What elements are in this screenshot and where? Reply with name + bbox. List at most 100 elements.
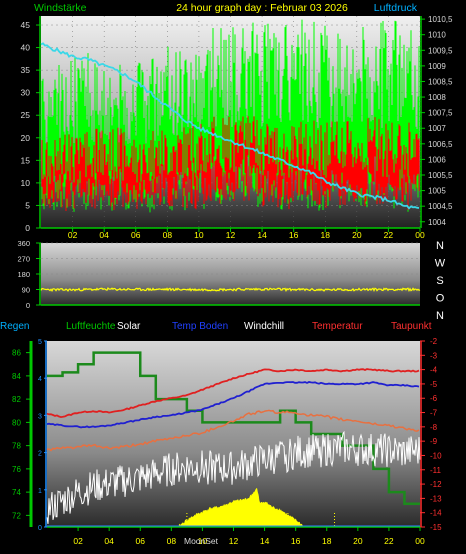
panel1-x-tick-label: 18 [321,230,331,240]
panel2-left-tick-label: 90 [22,286,30,295]
panel3-rain-tick-label: 3 [38,413,42,420]
panel3-x-tick-label: 12 [229,536,239,546]
panel3-left-tick-label: 74 [12,488,21,497]
panel3-right-tick-label: -7 [430,409,438,418]
pressure-line [40,42,420,210]
panel1-x-tick-label: 02 [68,230,78,240]
panel3-x-tick-label: 02 [73,536,83,546]
panel3-left-tick-label: 76 [12,465,21,474]
panel1-x-tick-label: 20 [352,230,362,240]
panel1-left-tick-label: 30 [21,88,31,98]
panel3-right-tick-label: -8 [430,423,438,432]
panel1-x-tick-label: 12 [226,230,236,240]
panel1-right-tick-label: 1009,5 [428,46,453,55]
panel1-left-tick-label: 15 [21,155,31,165]
panel3-left-tick-label: 82 [12,395,21,404]
panel3-x-tick-label: 18 [322,536,332,546]
legend-item: Temp Boden [172,321,228,332]
panel3-right-tick-label: -14 [430,509,442,518]
panel1-right-tick-label: 1004,5 [428,202,453,211]
panel2-left-axis: 360 270 180 90 0 [17,239,420,310]
temperatur-line [46,368,420,419]
legend-item: Solar [117,321,141,332]
temperature-humidity-series [46,351,421,528]
panel3-left-tick-label: 78 [12,442,21,451]
panel3-right-tick-label: -11 [430,466,442,475]
panel1-x-tick-label: 16 [289,230,299,240]
panel1-right-tick-label: 1009 [428,62,446,71]
panel3-right-tick-label: -9 [430,437,438,446]
panel3-left-tick-label: 86 [12,349,21,358]
panel1-x-tick-label: 00 [415,230,425,240]
panel3-legend: Regen Luftfeuchte Solar Temp Boden Windchill… [0,321,432,332]
panel3-left-tick-label: 84 [12,372,21,381]
pressure-series [40,42,420,210]
panel3-rain-tick-label: 4 [38,376,42,383]
panel3-x-tick-label: 04 [104,536,114,546]
compass-label: O [436,293,445,305]
panel1-x-axis: 02 04 06 08 10 12 14 16 18 20 22 00 [41,227,425,240]
panel1-x-tick-label: 06 [131,230,141,240]
panel3-rain-axis: 5 4 3 2 1 0 [38,339,47,532]
legend-item: Luftfeuchte [66,321,116,332]
panel1-right-tick-label: 1007 [428,124,446,133]
panel2-left-tick-label: 0 [26,301,30,310]
panel3-x-tick-label: 16 [291,536,301,546]
panel1-left-tick-label: 45 [21,20,31,30]
panel3-right-tick-label: -5 [430,380,438,389]
panel1-x-tick-label: 22 [384,230,394,240]
panel1-x-tick-label: 14 [257,230,267,240]
panel3-right-tick-label: -13 [430,494,442,503]
panel1-x-tick-label: 08 [163,230,173,240]
panel1-left-tick-label: 5 [25,200,30,210]
panel1-left-axis: 45 40 35 30 25 20 15 10 5 0 [21,16,41,233]
legend-item: Taupunkt [391,321,432,332]
panel1-right-tick-label: 1005,5 [428,171,453,180]
legend-item: Windchill [244,321,284,332]
panel3-rain-tick-label: 0 [38,525,42,532]
solar-area [178,487,305,528]
panel3-right-tick-label: -6 [430,394,438,403]
header-title: 24 hour graph day : Februar 03 2026 [176,2,348,14]
panel1-right-tick-label: 1006,5 [428,140,453,149]
panel1-x-tick-label: 04 [99,230,109,240]
panel3-x-tick-label: 08 [167,536,177,546]
panel1-right-tick-label: 1004 [428,218,446,227]
panel2-left-tick-label: 180 [17,270,30,279]
moonset-label: MoonSet [184,536,219,546]
panel1-left-tick-label: 25 [21,110,31,120]
panel2-left-tick-label: 270 [17,255,30,264]
panel1-left-tick-label: 0 [25,223,30,233]
temp-boden-line [46,381,420,429]
panel3-left-axis: 86 84 82 80 78 76 74 72 [12,341,33,527]
panel1-right-tick-label: 1007,5 [428,109,453,118]
legend-item: Temperatur [312,321,363,332]
compass-label: N [436,240,444,252]
wind-direction-series [40,286,421,293]
panel1-left-tick-label: 10 [21,178,31,188]
panel1-right-tick-label: 1010 [428,31,446,40]
panel3-x-tick-label: 20 [353,536,363,546]
wind-series [41,19,420,213]
compass-label: N [436,310,444,322]
panel3-x-tick-label: 14 [260,536,270,546]
header-left-label: Windstärke [34,2,87,14]
panel1-left-tick-label: 35 [21,65,31,75]
taupunkt-line [46,409,420,452]
panel3-left-tick-label: 72 [12,511,21,520]
panel2-left-tick-label: 360 [17,239,30,248]
panel1-x-tick-label: 10 [194,230,204,240]
panel3-right-tick-label: -2 [430,337,438,346]
panel3-right-tick-label: -15 [430,523,442,532]
panel3-plot-area [47,341,420,527]
panel1-right-tick-label: 1006 [428,155,446,164]
panel-temperature-humidity: Regen Luftfeuchte Solar Temp Boden Windchill… [0,321,442,546]
panel3-right-axis: -2 -3 -4 -5 -6 -7 -8 -9 -10 -11 -12 -13 -14 -15 [420,337,442,532]
panel1-left-tick-label: 40 [21,43,31,53]
compass-label: S [436,275,443,287]
panel3-rain-tick-label: 5 [38,339,42,346]
compass-label: W [435,258,446,270]
panel3-right-tick-label: -3 [430,351,438,360]
panel3-right-tick-label: -10 [430,451,442,460]
